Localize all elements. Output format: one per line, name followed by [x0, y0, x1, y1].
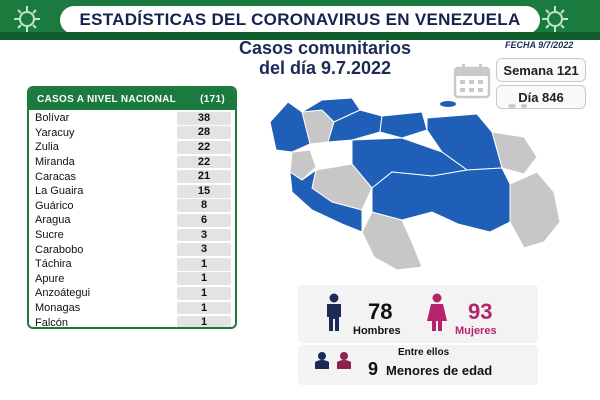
map-region-guayana-east [509, 171, 561, 249]
map-region-apure-tachira [289, 168, 363, 233]
week-badge: Semana 121 [496, 58, 586, 82]
table-rows: Bolívar 38 Yaracuy 28 Zulia 22 Miranda 22 Caraca… [29, 110, 235, 329]
state-cases: 22 [177, 155, 231, 169]
state-name: La Guaira [35, 185, 84, 198]
state-name: Carabobo [35, 243, 84, 256]
header-bar: ESTADÍSTICAS DEL CORONAVIRUS EN VENEZUEL… [0, 0, 600, 40]
table-row: Miranda 22 [33, 155, 231, 170]
table-row: Aragua 6 [33, 213, 231, 228]
table-header: CASOS A NIVEL NACIONAL (171) [29, 88, 235, 110]
state-cases: 1 [177, 287, 231, 300]
table-row: Monagas 1 [33, 301, 231, 316]
state-name: Yaracuy [35, 126, 75, 139]
state-name: Sucre [35, 229, 64, 242]
men-count: 78 [368, 299, 393, 324]
map-region-amazonas [361, 211, 423, 271]
map-island [440, 101, 456, 107]
men-label: Hombres [353, 325, 401, 337]
national-cases-table: CASOS A NIVEL NACIONAL (171) Bolívar 38 Ya… [27, 86, 237, 329]
subtitle-line-1: Casos comunitarios [238, 38, 412, 58]
women-count: 93 [468, 299, 493, 324]
state-cases: 3 [177, 243, 231, 257]
subtitle: Casos comunitarios del día 9.7.2022 [210, 38, 440, 78]
map-region-miranda-caracas [379, 111, 428, 139]
table-row: Falcón 1 [33, 315, 231, 329]
state-cases: 22 [177, 141, 231, 154]
table-row: Caracas 21 [33, 169, 231, 184]
table-row: Sucre 3 [33, 228, 231, 243]
date-label: FECHA 9/7/2022 [505, 40, 574, 50]
state-name: Monagas [35, 302, 81, 315]
table-row: Anzoátegui 1 [33, 286, 231, 301]
subtitle-line-2: del día 9.7.2022 [258, 58, 392, 78]
children-icon [315, 352, 351, 369]
table-row: La Guaira 15 [33, 184, 231, 199]
state-name: Miranda [35, 156, 75, 169]
minors-count: 9 [368, 359, 379, 379]
page-title: ESTADÍSTICAS DEL CORONAVIRUS EN VENEZUEL… [60, 6, 540, 34]
minors-prefix: Entre ellos [398, 347, 450, 358]
women-label: Mujeres [455, 325, 497, 337]
state-cases: 28 [177, 126, 231, 140]
state-cases: 6 [177, 214, 231, 227]
state-cases: 8 [177, 199, 231, 213]
state-cases: 21 [177, 170, 231, 184]
state-name: Guárico [35, 199, 74, 212]
table-row: Apure 1 [33, 272, 231, 287]
state-cases: 1 [177, 257, 231, 271]
state-name: Falcón [35, 316, 69, 329]
virus-icon [14, 6, 40, 32]
state-cases: 1 [177, 316, 231, 327]
state-name: Aragua [35, 214, 71, 227]
gender-stats-panel: 78 Hombres 93 Mujeres Entre ellos 9 Meno… [298, 285, 538, 385]
minors-label: Menores de edad [386, 363, 493, 378]
virus-icon [542, 6, 568, 32]
state-name: Apure [35, 272, 65, 285]
state-name: Anzoátegui [35, 287, 91, 300]
header-stripe [0, 32, 600, 40]
calendar-icon [453, 64, 491, 99]
state-cases: 38 [177, 111, 231, 125]
table-row: Yaracuy 28 [33, 126, 231, 141]
table-header-label: CASOS A NIVEL NACIONAL [37, 93, 177, 105]
man-icon [327, 293, 341, 331]
map-island [508, 104, 516, 108]
woman-icon [427, 293, 447, 331]
table-row: Bolívar 38 [33, 111, 231, 126]
state-name: Zulia [35, 141, 59, 154]
map-region-andes-gray [289, 149, 317, 181]
map-region-zulia [269, 101, 311, 153]
state-name: Caracas [35, 170, 76, 183]
table-row: Guárico 8 [33, 199, 231, 214]
state-name: Táchira [35, 258, 72, 271]
state-cases: 3 [177, 228, 231, 242]
state-cases: 1 [177, 272, 231, 286]
table-row: Zulia 22 [33, 140, 231, 155]
state-cases: 15 [177, 184, 231, 198]
state-name: Bolívar [35, 112, 70, 125]
map-island [521, 104, 527, 108]
map-region-bolivar [371, 167, 511, 233]
state-cases: 1 [177, 301, 231, 315]
table-header-total: (171) [200, 93, 225, 105]
venezuela-map [269, 97, 561, 271]
table-row: Táchira 1 [33, 257, 231, 272]
table-row: Carabobo 3 [33, 242, 231, 257]
